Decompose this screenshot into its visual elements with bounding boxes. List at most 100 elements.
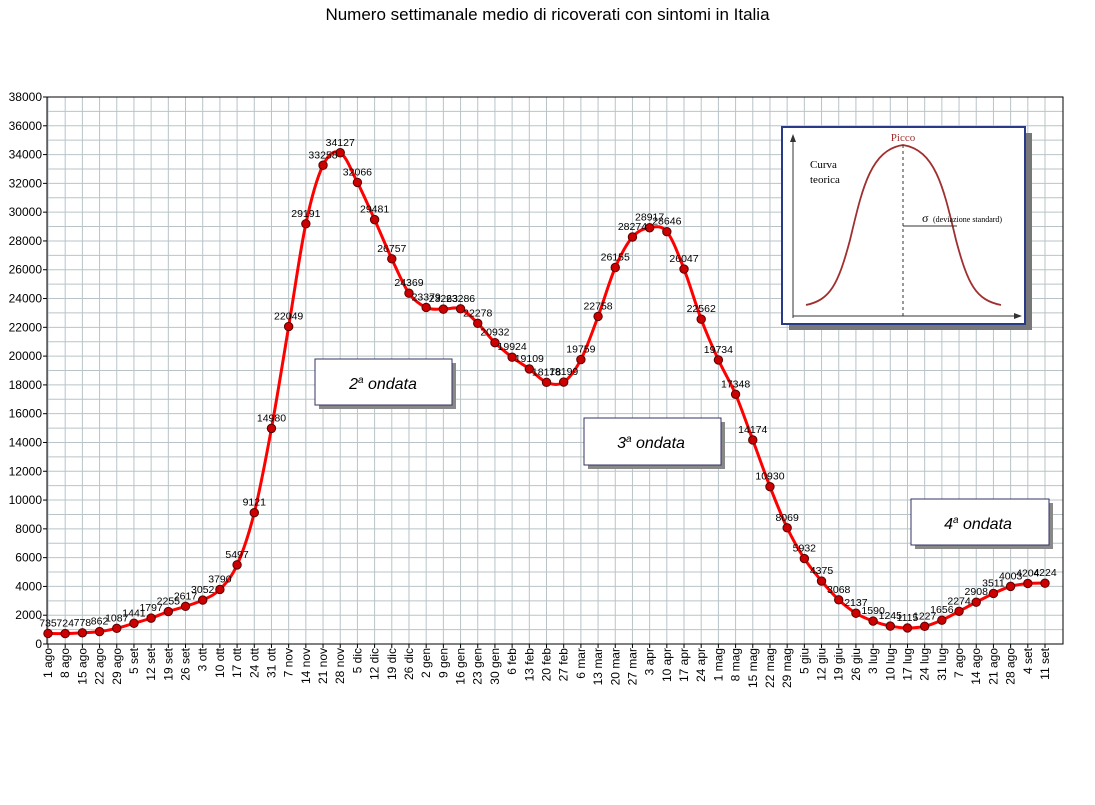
chart-title: Numero settimanale medio di ricoverati c… [325,5,770,24]
x-tick-label: 6 feb [505,648,519,675]
x-tick-label: 28 nov [333,648,347,684]
data-point [919,621,930,632]
data-label: 3511 [982,577,1005,589]
data-point [60,628,70,639]
x-tick-label: 28 ago [1004,648,1018,685]
data-point [713,355,724,365]
x-tick-label: 14 ago [969,648,983,685]
annotation-2a-ondata: 2a ondata [314,358,456,409]
data-label: 2255 [157,596,181,608]
data-label: 19109 [515,353,544,365]
data-label: 2908 [965,586,989,598]
x-tick-label: 1 ago [41,648,55,678]
data-label: 724 [56,618,74,630]
x-tick-label: 26 dic [402,648,416,680]
data-point [748,435,758,445]
data-point [558,377,569,387]
x-tick-label: 11 set [1038,647,1052,679]
data-label: 1227 [913,610,937,622]
y-tick-label: 34000 [9,148,43,162]
data-label: 20932 [480,327,509,339]
data-point [232,560,242,570]
x-tick-label: 7 ago [952,648,966,678]
y-tick-label: 38000 [9,90,43,104]
data-markers [43,148,1050,639]
inset-sigma-label: (deviazione standard) [933,215,1002,224]
data-point [473,318,483,329]
data-label: 8069 [775,512,799,524]
data-label: 5497 [225,549,249,561]
data-labels: 735 724 778 8621087144117972255261730523790… [39,137,1057,630]
data-label: 4003 [999,570,1023,582]
data-point [902,623,913,633]
annotation-superscript: a [953,515,959,526]
annotation-text: ondata [364,376,417,393]
data-label: 1797 [139,602,163,614]
data-label: 4204 [1016,567,1040,579]
data-label: 3790 [208,573,232,585]
x-tick-label: 31 ott [264,647,278,678]
data-point [1040,578,1050,588]
data-point [249,508,259,518]
data-label: 18199 [549,366,578,378]
annotation-number: 3 [617,435,626,452]
y-tick-label: 26000 [9,263,43,277]
data-point [146,613,156,623]
x-tick-label: 8 ago [58,648,72,678]
data-point [576,354,586,365]
inset-curve-label-1: Curva [810,159,837,171]
x-tick-label: 8 mag [729,648,743,681]
data-point [988,588,999,599]
data-label: 14174 [738,424,767,436]
inset-peak-label: Picco [891,132,916,144]
data-point [421,302,431,313]
x-tick-label: 6 mar [574,648,588,679]
x-tick-label: 17 ott [230,647,244,678]
data-label: 26047 [669,253,698,265]
data-label: 1245 [879,610,903,622]
y-tick-label: 4000 [15,579,42,593]
y-tick-label: 30000 [9,205,43,219]
y-tick-label: 6000 [15,551,42,565]
x-tick-label: 19 set [161,647,175,680]
data-label: 2274 [947,595,971,607]
y-tick-label: 22000 [9,320,43,334]
annotation-3a-ondata: 3a ondata [583,417,725,469]
x-tick-label: 19 giu [832,648,846,681]
data-label: 14980 [257,412,286,424]
data-point [696,314,706,324]
x-tick-label: 15 mag [746,648,760,688]
y-tick-label: 18000 [9,378,43,392]
y-tick-label: 8000 [15,522,42,536]
data-label: 9121 [243,497,267,509]
data-label: 1656 [930,604,954,616]
data-label: 29481 [360,204,389,216]
data-label: 22049 [274,311,303,323]
data-point [129,618,139,628]
data-point [541,377,552,388]
inset-sigma-symbol: σ [922,211,929,225]
data-point [868,616,878,626]
x-tick-label: 1 mag [711,648,725,681]
x-tick-label: 23 gen [471,648,485,685]
data-point [971,597,981,607]
data-label: 23379 [412,291,441,303]
x-tick-label: 10 apr [660,648,674,682]
data-point [937,615,947,625]
x-tick-label: 27 mar [625,648,639,685]
x-tick-label: 29 mag [780,648,794,688]
x-tick-label: 31 lug [935,648,949,681]
x-tick-label: 12 dic [368,648,382,680]
data-label: 28646 [652,216,681,228]
data-label: 24369 [394,277,423,289]
annotation-number: 2 [348,376,358,393]
x-tick-label: 15 ago [75,648,89,685]
data-label: 1441 [122,607,146,619]
data-label: 33258 [308,149,337,161]
inset-curve-label-2: teorica [810,174,840,186]
data-label: 18178 [532,366,561,378]
data-point [954,606,964,616]
data-point [215,584,225,595]
inset-x-arrow [1014,313,1022,319]
